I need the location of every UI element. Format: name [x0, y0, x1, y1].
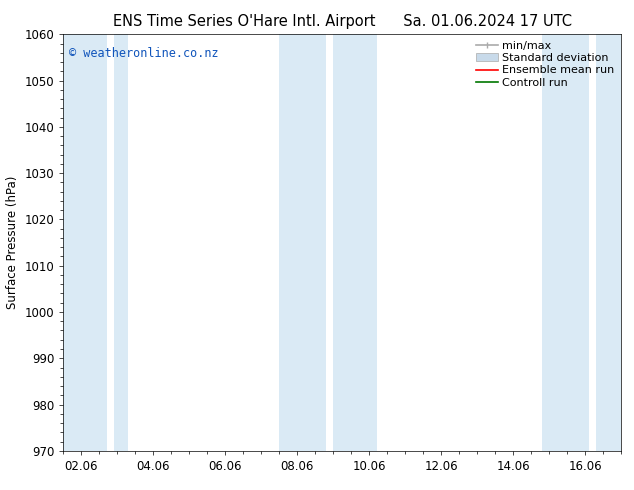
Bar: [113, 34, 128, 451]
Bar: [333, 34, 377, 451]
Bar: [280, 34, 326, 451]
Y-axis label: Surface Pressure (hPa): Surface Pressure (hPa): [6, 176, 19, 309]
Bar: [542, 34, 589, 451]
Legend: min/max, Standard deviation, Ensemble mean run, Controll run: min/max, Standard deviation, Ensemble me…: [472, 38, 618, 91]
Text: © weatheronline.co.nz: © weatheronline.co.nz: [69, 47, 219, 60]
Title: ENS Time Series O'Hare Intl. Airport      Sa. 01.06.2024 17 UTC: ENS Time Series O'Hare Intl. Airport Sa.…: [113, 14, 572, 29]
Bar: [63, 34, 107, 451]
Bar: [596, 34, 621, 451]
